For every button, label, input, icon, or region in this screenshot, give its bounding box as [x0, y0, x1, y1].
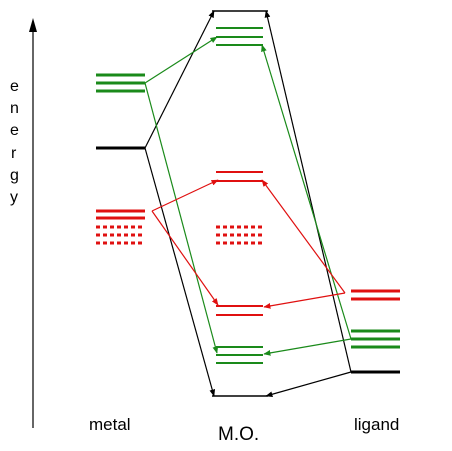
black-metal-to-mo-top	[144, 10, 215, 149]
mo-green-bottom-levels	[216, 346, 263, 364]
green-connectors	[144, 36, 352, 356]
energy-letter: y	[10, 189, 18, 206]
energy-letter: n	[10, 100, 19, 117]
mo-red-bottom-levels	[216, 305, 263, 316]
ligand-label: ligand	[354, 415, 399, 434]
mo-label: M.O.	[218, 424, 259, 445]
metal-green-levels	[96, 73, 145, 93]
ligand-levels	[351, 289, 400, 374]
metal-red-dotted-levels	[96, 225, 145, 245]
black-ligand-to-mo-top	[264, 10, 352, 373]
mo-levels	[212, 10, 268, 397]
black-metal-to-mo-bottom	[144, 147, 216, 397]
black-ligand-to-mo-bottom	[265, 371, 352, 398]
red-ligand-to-mo-bottom	[263, 292, 346, 309]
metal-red-levels	[96, 209, 145, 220]
mo-green-top-levels	[216, 27, 263, 46]
red-ligand-to-mo-top	[261, 179, 346, 294]
green-metal-to-mo-top	[144, 36, 218, 84]
mo-red-top-levels	[216, 171, 263, 182]
red-metal-to-mo-top	[151, 179, 219, 212]
ligand-green-levels	[351, 329, 400, 349]
black-connectors	[144, 10, 352, 398]
energy-axis-arrowhead	[29, 18, 37, 32]
energy-letter: g	[10, 167, 19, 184]
energy-letter: r	[11, 145, 17, 162]
energy-axis: e n e r g y	[10, 18, 37, 428]
ligand-red-levels	[351, 289, 400, 301]
red-connectors	[151, 179, 346, 309]
energy-letter: e	[10, 122, 19, 139]
green-ligand-to-mo-top	[261, 44, 352, 340]
metal-levels	[96, 73, 145, 245]
green-metal-to-mo-bottom	[144, 82, 219, 354]
green-ligand-to-mo-bottom	[263, 338, 352, 356]
red-metal-to-mo-bottom	[151, 210, 219, 306]
energy-letter: e	[10, 78, 19, 95]
mo-red-dotted-levels	[216, 225, 263, 245]
metal-label: metal	[89, 415, 131, 434]
